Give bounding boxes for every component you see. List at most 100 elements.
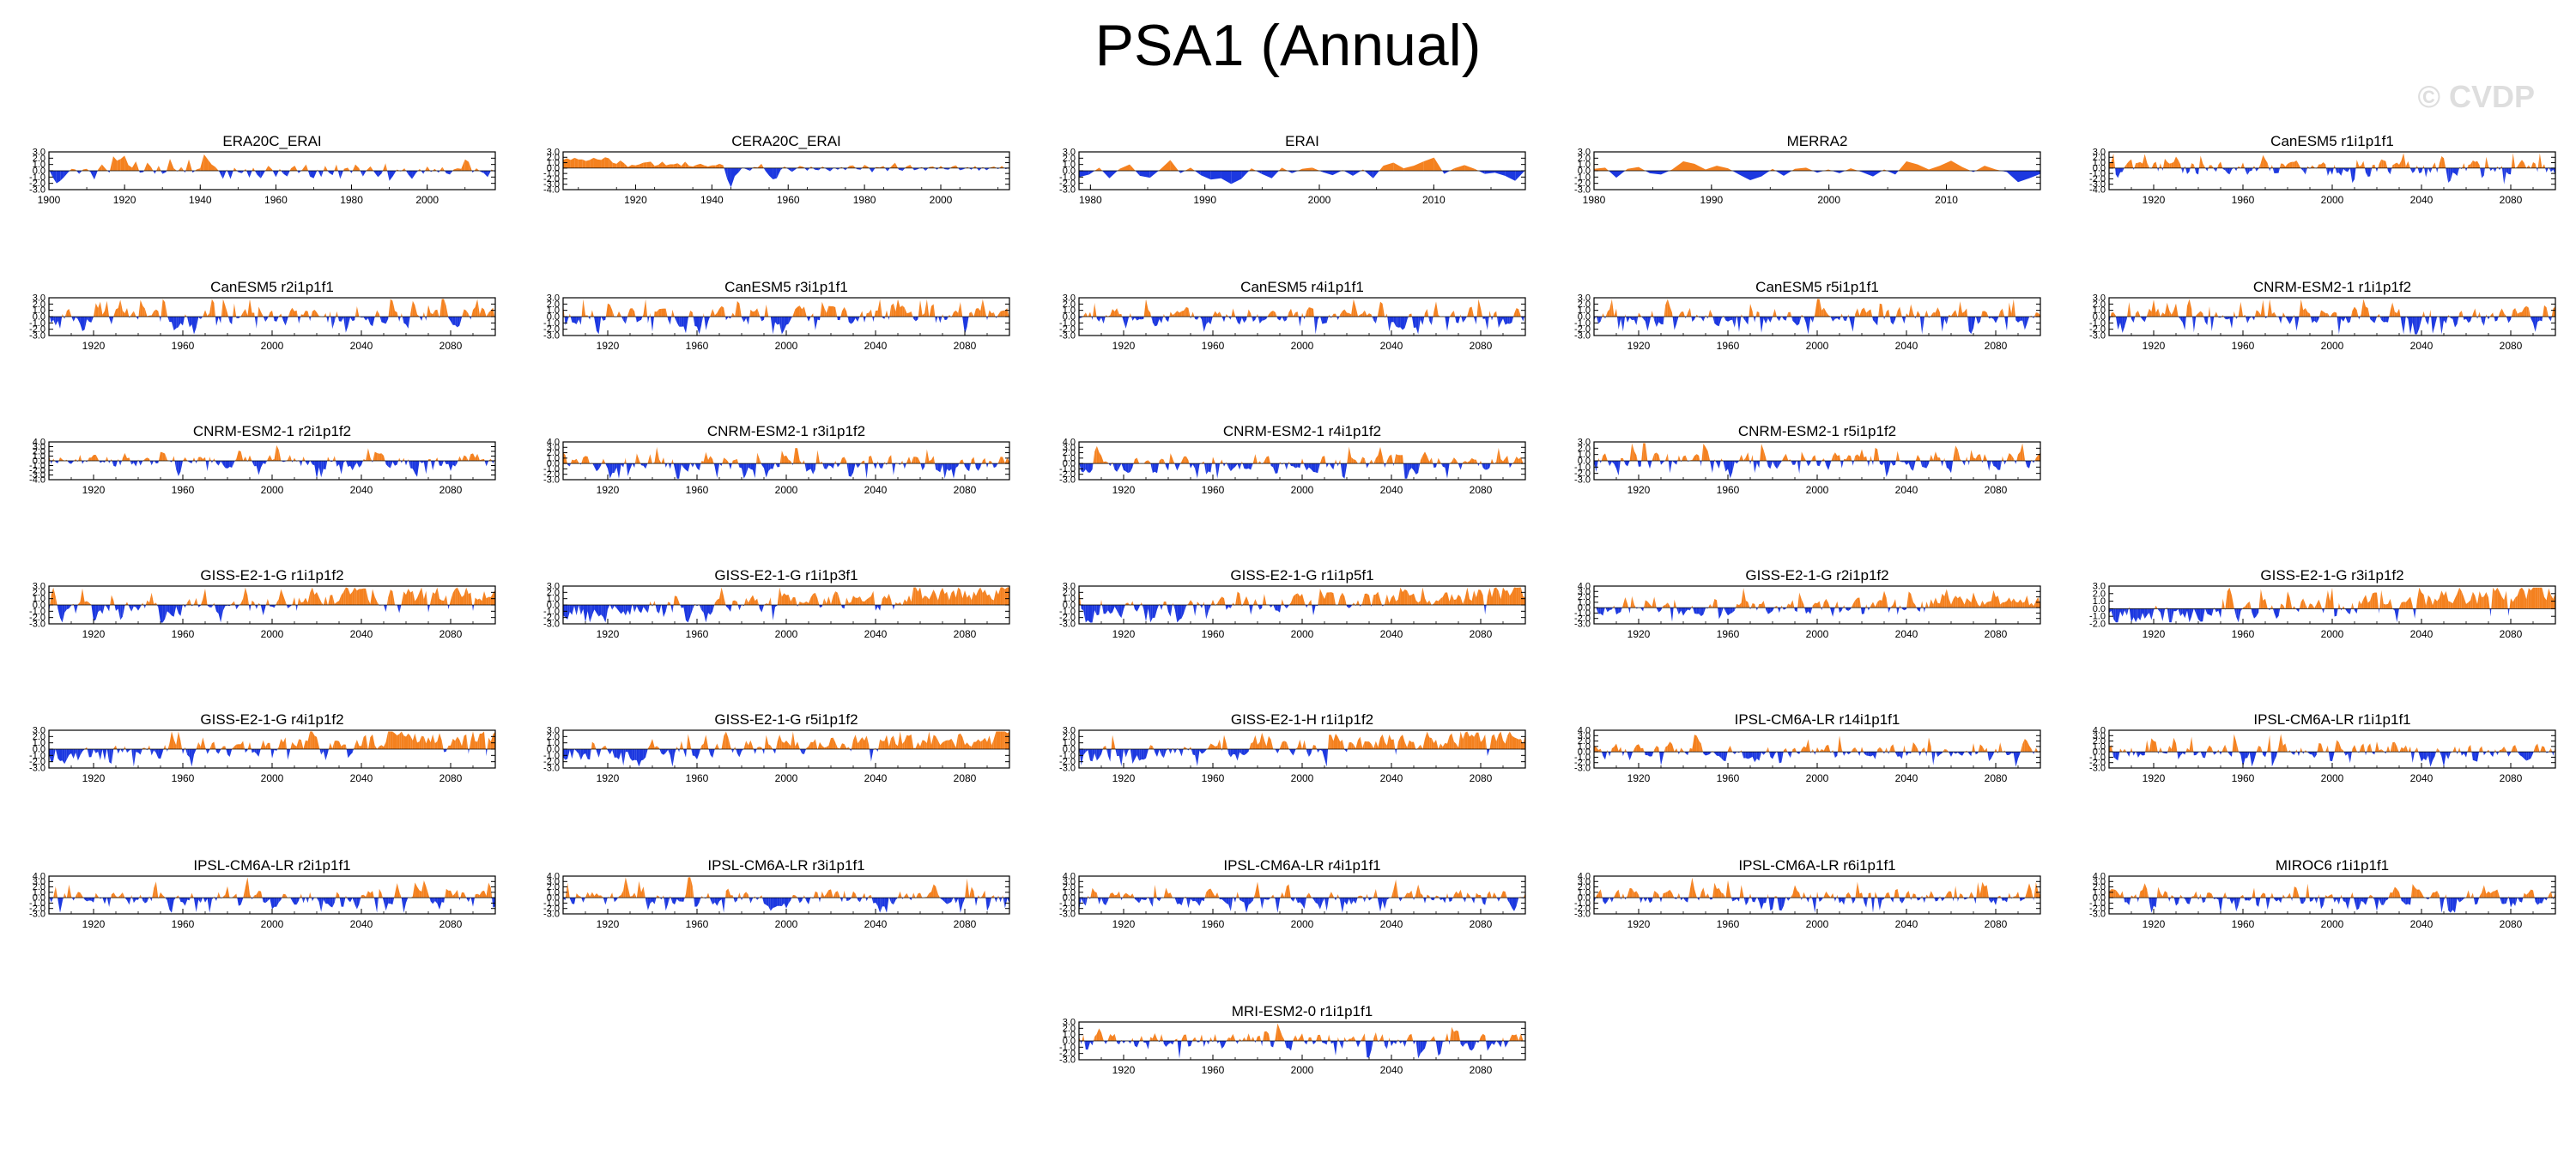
positive-area-mark (441, 600, 445, 605)
positive-area-mark (247, 455, 250, 461)
positive-area-mark (2288, 162, 2290, 168)
chart-title: MERRA2 (1787, 133, 1848, 149)
positive-area-mark (2240, 162, 2243, 168)
positive-area-mark (931, 590, 934, 605)
positive-area-mark (2038, 312, 2040, 317)
y-tick-label: -3.0 (1574, 331, 1591, 342)
negative-area-mark (401, 461, 403, 463)
negative-area-mark (2182, 317, 2185, 330)
negative-area-mark (1676, 317, 1679, 324)
positive-area-mark (1213, 311, 1215, 317)
negative-area-mark (1767, 317, 1771, 323)
negative-area-mark (1808, 317, 1811, 335)
positive-area-mark (209, 457, 211, 461)
negative-area-mark (1079, 171, 1089, 178)
negative-area-mark (1806, 461, 1809, 467)
negative-area-mark (636, 317, 639, 323)
negative-area-mark (140, 461, 143, 466)
x-tick-label: 1920 (597, 340, 620, 352)
positive-area-mark (1898, 161, 1906, 171)
negative-area-mark (2192, 317, 2194, 333)
negative-area-mark (2004, 317, 2007, 331)
negative-area-mark (1996, 317, 1998, 324)
negative-area-mark (1221, 317, 1224, 323)
positive-area-mark (468, 454, 471, 461)
negative-area-mark (1275, 463, 1278, 474)
negative-area-mark (780, 167, 783, 171)
positive-area-mark (2018, 451, 2021, 461)
positive-area-mark (668, 602, 670, 605)
positive-area-mark (1420, 587, 1423, 605)
positive-area-mark (1937, 457, 1940, 461)
negative-area-mark (1844, 317, 1846, 321)
y-tick-label: -3.0 (29, 185, 45, 196)
negative-area-mark (2464, 317, 2466, 320)
positive-area-mark (1665, 299, 1668, 317)
negative-area-mark (2349, 317, 2352, 323)
negative-area-mark (2246, 317, 2248, 324)
negative-area-mark (2341, 167, 2343, 176)
negative-area-mark (830, 167, 833, 172)
negative-area-mark (2207, 317, 2209, 326)
negative-area-mark (937, 463, 941, 473)
positive-area-mark (1911, 304, 1913, 317)
positive-area-mark (1654, 452, 1657, 461)
positive-area-mark (700, 461, 702, 464)
positive-area-mark (1288, 308, 1291, 317)
positive-area-mark (2544, 164, 2546, 168)
negative-area-mark (2181, 167, 2183, 174)
positive-area-mark (960, 302, 963, 317)
positive-area-mark (900, 602, 902, 605)
positive-area-mark (749, 309, 751, 317)
positive-area-mark (725, 459, 729, 464)
positive-area-mark (2171, 161, 2174, 168)
negative-area-mark (343, 317, 346, 333)
positive-area-mark (982, 457, 985, 464)
negative-area-mark (2265, 317, 2268, 318)
positive-area-mark (889, 166, 892, 168)
y-tick-label: 2.0 (33, 447, 45, 457)
positive-area-mark (367, 599, 371, 605)
positive-area-mark (604, 157, 609, 168)
negative-area-mark (1914, 317, 1916, 319)
negative-area-mark (717, 463, 719, 479)
chart-title: CanESM5 r3i1p1f1 (724, 279, 848, 295)
positive-area-mark (1170, 160, 1179, 171)
negative-area-mark (2452, 167, 2455, 174)
negative-area-mark (2437, 167, 2439, 173)
positive-area-mark (1507, 590, 1510, 605)
positive-area-mark (2159, 163, 2161, 168)
negative-area-mark (746, 463, 749, 475)
positive-area-mark (661, 308, 664, 317)
positive-area-mark (2356, 160, 2360, 168)
positive-area-mark (792, 309, 796, 317)
positive-area-mark (1242, 601, 1245, 605)
positive-area-mark (1096, 445, 1100, 464)
positive-area-mark (317, 311, 319, 317)
negative-area-mark (1509, 463, 1512, 469)
positive-area-mark (293, 457, 294, 461)
positive-area-mark (703, 312, 705, 317)
negative-area-mark (1721, 608, 1724, 615)
positive-area-mark (753, 311, 755, 317)
positive-area-mark (475, 299, 478, 317)
negative-area-mark (120, 461, 122, 466)
x-tick-label: 1960 (686, 484, 709, 496)
positive-area-mark (1425, 451, 1427, 464)
negative-area-mark (2032, 461, 2034, 463)
negative-area-mark (657, 605, 659, 614)
positive-area-mark (101, 164, 106, 171)
positive-area-mark (2471, 314, 2473, 317)
positive-area-mark (329, 311, 330, 317)
negative-area-mark (2029, 461, 2032, 469)
positive-area-mark (1094, 303, 1097, 317)
positive-area-mark (876, 461, 878, 464)
negative-area-mark (2194, 167, 2197, 173)
negative-area-mark (1248, 463, 1252, 470)
positive-area-mark (127, 602, 129, 605)
positive-area-mark (1801, 314, 1802, 317)
negative-area-mark (1411, 317, 1414, 329)
negative-area-mark (1600, 317, 1603, 322)
positive-area-mark (813, 592, 815, 605)
